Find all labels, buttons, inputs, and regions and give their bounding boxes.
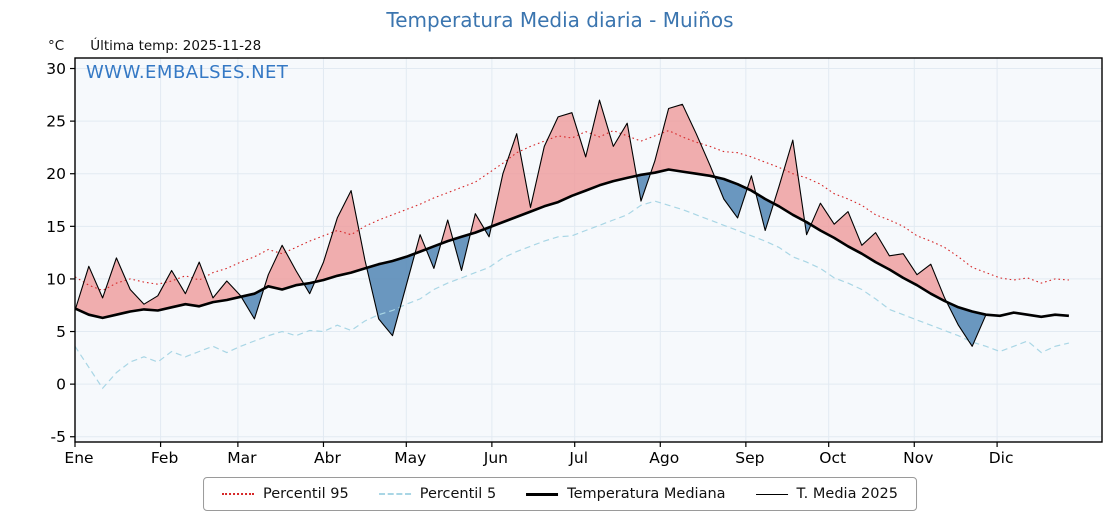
y-axis-unit-label: °C [48, 38, 65, 54]
mediana-line [74, 168, 1070, 320]
fill-below-median [453, 234, 471, 271]
fill-above-median [773, 140, 805, 222]
legend-item-tmedia2025: T. Media 2025 [755, 486, 898, 502]
percentil5-line-sample-icon [378, 493, 411, 495]
legend-label-mediana: Temperatura Mediana [567, 486, 726, 502]
legend-item-mediana: Temperatura Mediana [526, 486, 726, 502]
y-tick-label: 30 [46, 60, 66, 78]
fill-above-median [415, 234, 427, 254]
y-tick-label: 15 [46, 218, 66, 236]
y-tick-label: -5 [51, 428, 66, 446]
y-tick-label: 0 [56, 376, 66, 394]
x-tick-label: Ago [649, 449, 679, 467]
x-tick-label: Ene [64, 449, 93, 467]
fill-above-median [470, 213, 485, 235]
x-tick-label: Dic [989, 449, 1014, 467]
x-tick-label: Nov [903, 449, 933, 467]
fill-below-median [303, 282, 315, 294]
y-tick-label: 5 [56, 323, 66, 341]
y-tick-label: 10 [46, 270, 66, 288]
x-tick-label: Feb [151, 449, 178, 467]
legend-item-percentil95: Percentil 95 [222, 486, 349, 502]
fill-below-median [426, 243, 441, 269]
temperature-chart: -5 0 5 10 15 20 25 30 Ene Feb Mar Abr May Jun Jul Ago Se… [46, 57, 1103, 467]
plot-frame [74, 57, 1103, 443]
fill-above-median [314, 190, 367, 282]
tmedia2025-line [74, 99, 987, 347]
legend-label-percentil95: Percentil 95 [263, 486, 349, 502]
tmedia2025-line-sample-icon [755, 493, 788, 495]
chart-legend: Percentil 95 Percentil 5 Temperatura Med… [203, 477, 917, 511]
y-tick-label: 25 [46, 113, 66, 131]
fill-below-median [714, 176, 748, 218]
legend-label-percentil5: Percentil 5 [419, 486, 497, 502]
x-tick-label: Abr [314, 449, 341, 467]
legend-label-tmedia2025: T. Media 2025 [796, 486, 898, 502]
y-tick-label: 20 [46, 165, 66, 183]
fill-above-median [75, 257, 242, 318]
fill-above-median [263, 245, 304, 290]
watermark-text: WWW.EMBALSES.NET [86, 62, 289, 83]
fill-above-median [811, 203, 947, 302]
last-temp-label: Última temp: 2025-11-28 [90, 38, 262, 54]
chart-title: Temperatura Media diaria - Muiños [386, 8, 734, 32]
axis-note: °C Última temp: 2025-11-28 [48, 38, 261, 54]
plot-background [75, 58, 1102, 442]
x-tick-label: Jul [568, 449, 588, 467]
percentil5-line [74, 200, 1070, 390]
x-tick-label: Jun [483, 449, 508, 467]
legend-item-percentil5: Percentil 5 [378, 486, 497, 502]
x-tick-label: Oct [819, 449, 846, 467]
x-tick-label: Sep [735, 449, 764, 467]
fill-above-median [650, 104, 715, 177]
percentil95-line-sample-icon [222, 493, 255, 495]
x-tick-label: May [394, 449, 426, 467]
fill-above-median [441, 220, 453, 244]
x-tick-label: Mar [227, 449, 257, 467]
fill-below-median [366, 253, 415, 336]
mediana-line-sample-icon [526, 492, 559, 496]
